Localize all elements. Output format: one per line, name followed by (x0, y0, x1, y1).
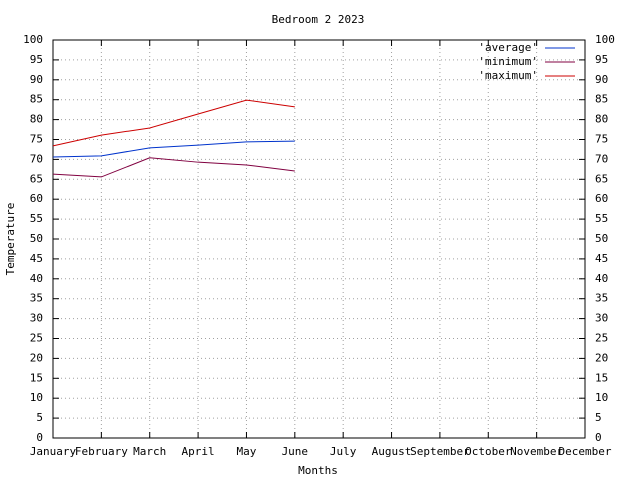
y2-tick-label: 40 (595, 272, 608, 285)
y2-tick-label: 70 (595, 152, 608, 165)
y-tick-label: 25 (30, 332, 43, 345)
y2-tick-label: 60 (595, 192, 608, 205)
y-tick-label: 70 (30, 152, 43, 165)
x-tick-label: July (330, 445, 357, 458)
x-tick-label: April (182, 445, 215, 458)
y2-tick-label: 100 (595, 33, 615, 46)
legend-label: 'minimum' (478, 55, 538, 68)
y2-tick-label: 30 (595, 312, 608, 325)
y-tick-label: 40 (30, 272, 43, 285)
series-line (52, 140, 295, 158)
y-tick-label: 15 (30, 371, 43, 384)
y-tick-label: 10 (30, 391, 43, 404)
x-tick-label: May (237, 445, 257, 458)
x-tick-label: September (410, 445, 470, 458)
x-tick-label: June (282, 445, 309, 458)
y2-tick-label: 0 (595, 431, 602, 444)
y2-tick-label: 50 (595, 232, 608, 245)
y2-tick-label: 20 (595, 351, 608, 364)
y2-tick-label: 10 (595, 391, 608, 404)
x-tick-label: January (30, 445, 77, 458)
x-tick-label: March (133, 445, 166, 458)
y-tick-label: 50 (30, 232, 43, 245)
y2-tick-label: 75 (595, 133, 608, 146)
x-tick-label: December (559, 445, 612, 458)
y-axis-label: Temperature (4, 203, 17, 276)
legend-label: 'maximum' (478, 69, 538, 82)
y2-tick-label: 45 (595, 252, 608, 265)
y2-tick-label: 25 (595, 332, 608, 345)
y-tick-label: 55 (30, 212, 43, 225)
y-tick-label: 45 (30, 252, 43, 265)
x-axis-label: Months (298, 464, 338, 477)
series-line (52, 157, 295, 178)
y-tick-label: 75 (30, 133, 43, 146)
y-tick-label: 30 (30, 312, 43, 325)
y2-tick-label: 95 (595, 53, 608, 66)
y-tick-label: 100 (23, 33, 43, 46)
x-tick-label: February (75, 445, 128, 458)
y-tick-label: 5 (36, 411, 43, 424)
y2-tick-label: 5 (595, 411, 602, 424)
plot-border (52, 39, 586, 439)
y-tick-label: 60 (30, 192, 43, 205)
y2-tick-label: 65 (595, 172, 608, 185)
y2-tick-label: 15 (595, 371, 608, 384)
x-tick-label: October (465, 445, 512, 458)
y-tick-label: 20 (30, 351, 43, 364)
chart-title: Bedroom 2 2023 (272, 13, 365, 26)
y2-tick-label: 90 (595, 73, 608, 86)
y-tick-label: 90 (30, 73, 43, 86)
x-tick-label: November (510, 445, 563, 458)
x-tick-label: August (372, 445, 412, 458)
series-line (52, 99, 295, 147)
y2-tick-label: 35 (595, 292, 608, 305)
legend-label: 'average' (478, 41, 538, 54)
y-tick-label: 95 (30, 53, 43, 66)
y-tick-label: 65 (30, 172, 43, 185)
y2-tick-label: 55 (595, 212, 608, 225)
y-tick-label: 85 (30, 93, 43, 106)
y-tick-label: 35 (30, 292, 43, 305)
y-tick-label: 0 (36, 431, 43, 444)
y2-tick-label: 85 (595, 93, 608, 106)
y2-tick-label: 80 (595, 113, 608, 126)
y-tick-label: 80 (30, 113, 43, 126)
